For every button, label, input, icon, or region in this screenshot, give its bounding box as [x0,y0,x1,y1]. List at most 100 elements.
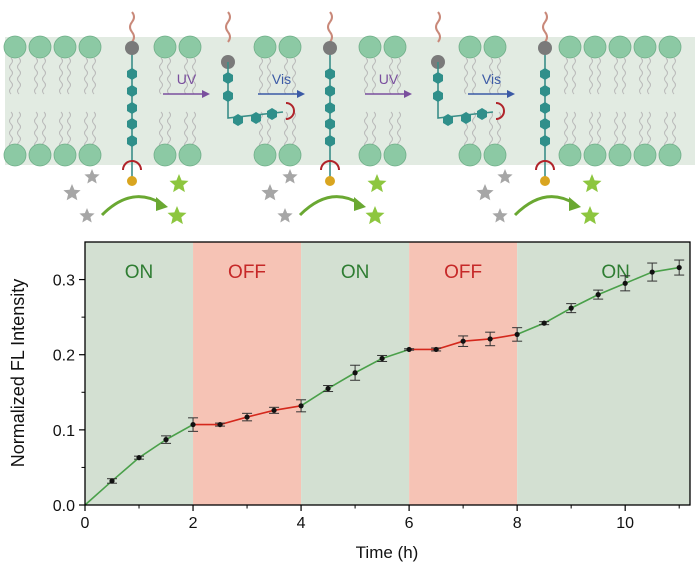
conversion-arrow [100,195,163,217]
channel-bead [127,135,137,147]
lipid-tail [614,57,618,95]
polymer-tail [225,11,231,43]
lipid-head [358,143,382,167]
channel-bead [233,114,243,126]
product-star [367,174,387,193]
lipid-head [583,143,607,167]
lipid-head [583,35,607,59]
switch-arrow-head-1 [202,90,210,98]
switch-label-1: UV [177,71,197,87]
receptor-ligand [122,160,142,171]
lipid-tail [647,111,651,149]
data-point-7 [244,414,250,420]
lipid-tail [464,57,468,95]
lipid-head [458,143,482,167]
lipid-tail [472,111,476,149]
on-off-regions [85,242,690,505]
catalyst-site [127,176,137,186]
region-label-5: ON [601,262,630,283]
lipid-tail [17,111,21,149]
line-segment-15 [463,338,491,342]
line-segment-2 [111,457,140,482]
channel-bead [251,112,261,124]
lipid-tail [572,111,576,149]
region-labels: ON OFF ON OFF ON [125,262,630,283]
membrane-band [5,37,695,165]
data-point-13 [406,346,412,353]
lipid-tail [589,111,593,149]
region-label-4: OFF [444,262,482,283]
substrate-star [277,208,293,223]
region-label-2: OFF [228,262,266,283]
lipid-tail [664,57,668,95]
lipid-tail [497,57,501,95]
data-point-16 [487,336,493,342]
channel-bead [540,118,550,130]
data-point-14 [433,346,439,353]
data-series [84,259,685,506]
receptor-ligand [285,102,295,120]
lipid-head [28,35,52,59]
data-point-23 [676,264,682,271]
lipid-tail [67,57,71,95]
catalyst-site [540,176,550,186]
channel-bead [433,72,443,84]
lipid-head [153,143,177,167]
lipid-head [633,143,657,167]
lipid-tail [489,57,493,95]
line-segment-21 [624,271,653,285]
lipid-tail [159,111,163,149]
conversion-arrow [513,195,576,217]
product-star [169,174,189,193]
data-point-15 [460,338,466,344]
lipid-tail [597,111,601,149]
lipid-head [3,143,27,167]
channel-bead [325,102,335,114]
x-tick-label-6: 6 [405,515,414,532]
lipid-tail [647,57,651,95]
substrate-star [476,184,494,201]
channel-bead [127,118,137,130]
lipid-tail [167,111,171,149]
data-point-21 [622,280,628,286]
substrate-star [282,169,298,184]
anchor-sphere [323,41,337,55]
region-label-1: ON [125,262,154,283]
product-star [580,206,600,225]
x-tick-label-2: 2 [189,515,198,532]
line-segment-11 [354,357,383,374]
x-axis-label: Time (h) [356,543,419,562]
data-point-22 [649,269,655,275]
channel-bead [127,85,137,97]
channel-bead [223,90,233,102]
data-point-4 [163,437,169,443]
lipid-tail [292,57,296,95]
switch-label-2: Vis [272,71,291,87]
lipid-head [53,143,77,167]
lipid-tail [372,111,376,149]
line-segment-4 [165,423,194,441]
lipid-tail [389,57,393,95]
data-point-6 [217,421,223,428]
membrane-schematic: UV Vis UV Vis [3,11,695,225]
lipid-tail [259,57,263,95]
lipid-head [558,143,582,167]
lipid-tail [639,111,643,149]
lipid-tail [92,111,96,149]
lipid-tail [192,111,196,149]
lipid-bilayer [3,35,682,167]
lipid-tail [284,57,288,95]
y-tick-label-0.1: 0.1 [53,423,75,440]
region-5-on [517,242,690,505]
lipid-tail [167,57,171,95]
channel-bead [325,85,335,97]
y-tick-label-0.3: 0.3 [53,273,75,290]
lipid-head [278,143,302,167]
lipid-tail [397,57,401,95]
channel-bead [433,90,443,102]
lipid-tail [397,111,401,149]
lipid-tail [564,57,568,95]
line-segment-16 [490,333,518,340]
switch-arrow-head-4 [507,90,515,98]
lipid-head [178,143,202,167]
